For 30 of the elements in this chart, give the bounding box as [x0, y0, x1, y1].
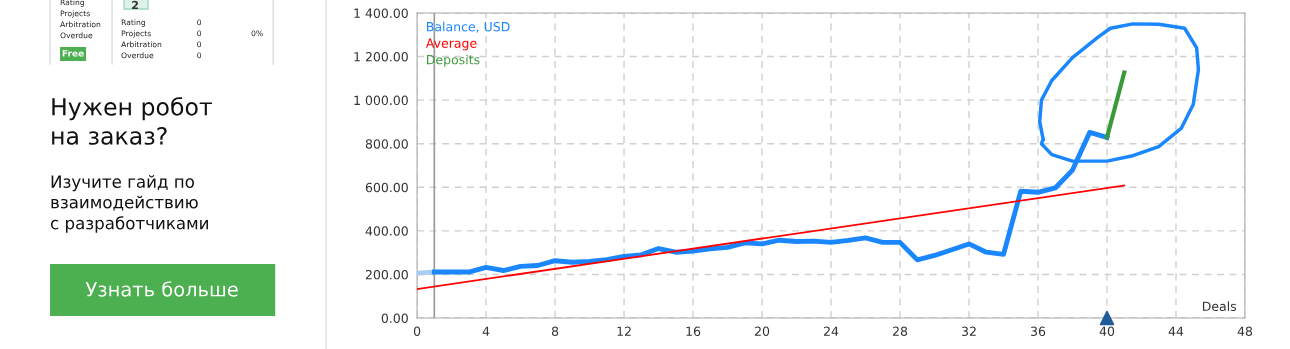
y-tick-label: 1 400.00	[354, 8, 408, 18]
y-tick-label: 1 000.00	[354, 95, 408, 106]
x-tick-label: 0	[413, 326, 421, 337]
text: Average	[425, 38, 477, 51]
x-tick-label: 48	[1237, 326, 1253, 337]
x-tick-label: 32	[962, 326, 976, 337]
text: Нужен робот на заказ?	[52, 97, 213, 145]
x-tick-label: 12	[617, 326, 631, 336]
text: Free	[62, 49, 84, 57]
x-tick-label: 28	[892, 326, 908, 337]
x-tick-label: 8	[551, 326, 559, 337]
text: Изучите гайд по взаимодействию с разработчиками	[50, 175, 208, 233]
y-tick-label: 200.00	[365, 269, 408, 280]
x-axis-title: Deals	[1202, 301, 1237, 312]
x-tick-label: 36	[1031, 326, 1046, 337]
y-tick-label: 600.00	[365, 182, 408, 193]
text: 2	[132, 0, 138, 10]
x-tick-label: 20	[754, 326, 770, 337]
text: Узнать больше	[85, 281, 238, 297]
y-tick-label: 1 200.00	[354, 52, 408, 62]
text: Deposits	[427, 54, 480, 67]
x-tick-label: 44	[1168, 326, 1184, 336]
y-tick-label: 800.00	[365, 139, 408, 149]
x-tick-label: 4	[482, 326, 490, 336]
y-tick-label: 0.00	[381, 313, 408, 323]
x-tick-label: 16	[686, 326, 701, 337]
x-tick-label: 24	[823, 326, 839, 336]
x-tick-label: 40	[1099, 326, 1115, 337]
text: Balance, USD	[427, 21, 510, 33]
y-tick-label: 400.00	[365, 226, 408, 236]
